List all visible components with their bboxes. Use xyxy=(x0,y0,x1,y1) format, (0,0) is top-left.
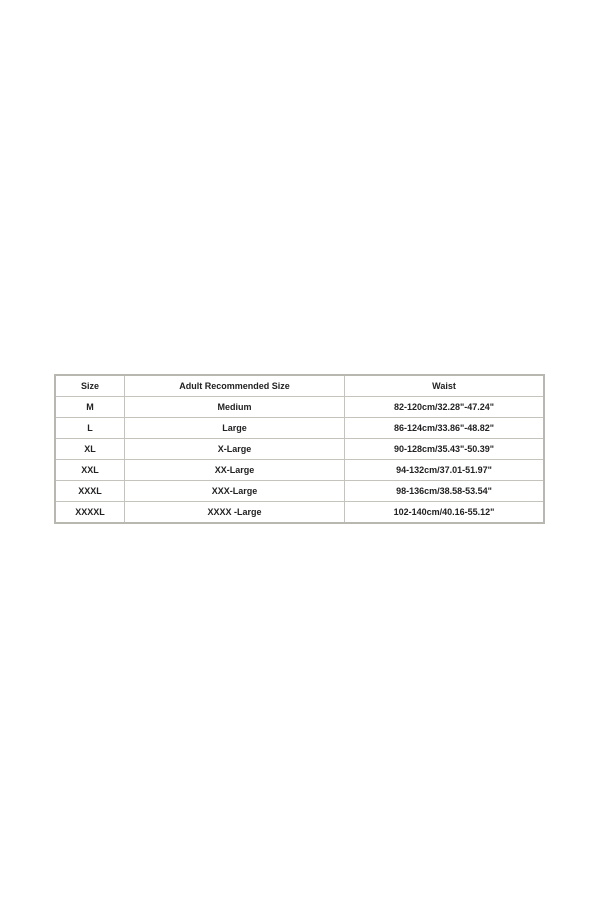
header-adult-recommended-size: Adult Recommended Size xyxy=(124,374,345,397)
table-row: XXXL XXX-Large 98-136cm/38.58-53.54" xyxy=(54,480,545,502)
recommended-size-cell: Medium xyxy=(124,396,345,418)
header-size: Size xyxy=(54,374,125,397)
size-cell: XXL xyxy=(54,459,125,481)
table-row: L Large 86-124cm/33.86"-48.82" xyxy=(54,417,545,439)
size-cell: L xyxy=(54,417,125,439)
table-row: XXXXL XXXX -Large 102-140cm/40.16-55.12" xyxy=(54,501,545,524)
waist-cell: 90-128cm/35.43"-50.39" xyxy=(344,438,545,460)
recommended-size-cell: X-Large xyxy=(124,438,345,460)
table-row: XL X-Large 90-128cm/35.43"-50.39" xyxy=(54,438,545,460)
waist-cell: 98-136cm/38.58-53.54" xyxy=(344,480,545,502)
recommended-size-cell: Large xyxy=(124,417,345,439)
waist-cell: 86-124cm/33.86"-48.82" xyxy=(344,417,545,439)
header-waist: Waist xyxy=(344,374,545,397)
header-row: Size Adult Recommended Size Waist xyxy=(54,374,545,397)
size-cell: XXXL xyxy=(54,480,125,502)
table-row: M Medium 82-120cm/32.28"-47.24" xyxy=(54,396,545,418)
recommended-size-cell: XXX-Large xyxy=(124,480,345,502)
size-cell: XL xyxy=(54,438,125,460)
size-cell: M xyxy=(54,396,125,418)
recommended-size-cell: XX-Large xyxy=(124,459,345,481)
size-cell: XXXXL xyxy=(54,501,125,524)
waist-cell: 94-132cm/37.01-51.97" xyxy=(344,459,545,481)
size-chart-table: Size Adult Recommended Size Waist M Mediu… xyxy=(54,374,545,524)
table-row: XXL XX-Large 94-132cm/37.01-51.97" xyxy=(54,459,545,481)
waist-cell: 82-120cm/32.28"-47.24" xyxy=(344,396,545,418)
waist-cell: 102-140cm/40.16-55.12" xyxy=(344,501,545,524)
recommended-size-cell: XXXX -Large xyxy=(124,501,345,524)
